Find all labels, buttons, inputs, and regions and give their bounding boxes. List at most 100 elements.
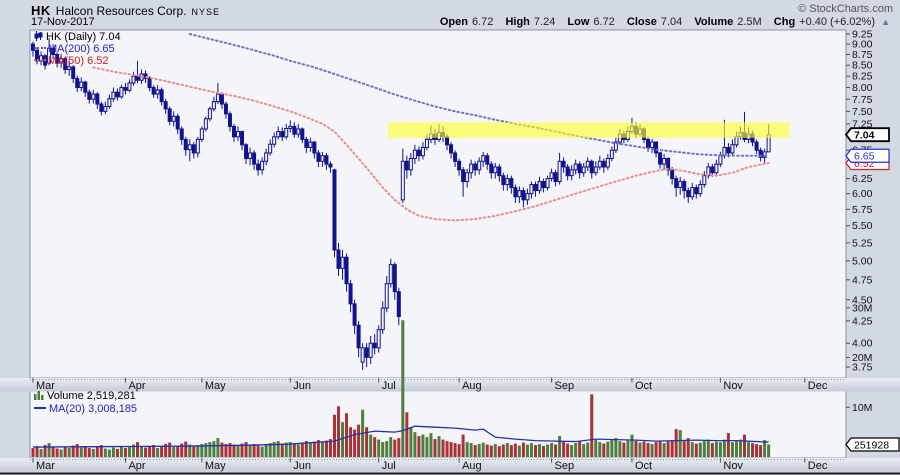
volume-bar-up <box>296 444 300 457</box>
candle-up <box>400 160 405 201</box>
volume-bar-down <box>417 436 421 457</box>
candle-up <box>368 342 373 358</box>
volume-bar-up <box>79 447 83 457</box>
candle-up <box>296 128 301 135</box>
volume-bar-down <box>602 443 606 457</box>
candle-up <box>131 75 136 84</box>
candle-down <box>541 181 546 189</box>
volume-bar-down <box>433 439 437 457</box>
candle-down <box>348 283 353 305</box>
volume-bar-down <box>312 441 316 457</box>
volume-bar-up <box>421 434 425 457</box>
candle-up <box>424 138 429 148</box>
volume-bar-up <box>650 444 654 457</box>
candle-down <box>654 141 659 154</box>
candle-up <box>585 160 590 168</box>
volume-bar-up <box>91 449 95 457</box>
volume-bar-down <box>123 448 127 457</box>
volume-bar-down <box>345 413 349 457</box>
volume-bar-up <box>127 447 131 457</box>
volume-bar-up <box>212 441 216 457</box>
candle-down <box>682 181 687 192</box>
price-tick-label: 3.75 <box>852 362 873 374</box>
candle-down <box>312 141 317 154</box>
volume-bar-down <box>489 445 493 457</box>
price-tick-label: 6.25 <box>852 173 873 185</box>
volume-bar-up <box>59 449 63 457</box>
volume-bar-up <box>248 445 252 457</box>
volume-bar-down <box>642 441 646 457</box>
candle-down <box>183 138 188 151</box>
volume-bar-down <box>357 424 361 457</box>
candle-up <box>67 66 72 71</box>
volume-bar-down <box>686 438 690 457</box>
volume-bar-up <box>570 445 574 457</box>
candle-down <box>135 75 140 81</box>
candle-up <box>308 141 313 148</box>
volume-tick-label: 10M <box>852 402 872 414</box>
ma200-price-marker: 6.65 <box>854 151 875 163</box>
volume-bar-down <box>144 447 148 457</box>
candle-down <box>223 103 228 115</box>
candle-down <box>686 190 691 198</box>
volume-bar-down <box>533 445 537 457</box>
volume-bar-up <box>734 441 738 457</box>
volume-bar-down <box>63 446 67 457</box>
candle-up <box>155 89 160 95</box>
month-label: Apr <box>128 460 145 472</box>
volume-bar-down <box>365 427 369 457</box>
candle-up <box>718 155 723 165</box>
candle-down <box>509 178 514 189</box>
change-value: +0.40 (+6.02%) <box>799 16 876 28</box>
price-tick-label: 8.00 <box>852 82 873 94</box>
candle-down <box>589 160 594 174</box>
volume-series-label: Volume 2,519,281 <box>47 390 136 402</box>
volume-bar-down <box>75 444 79 457</box>
candle-up <box>613 141 618 151</box>
volume-bar-up <box>718 442 722 457</box>
candle-down <box>87 91 92 100</box>
volume-bar-down <box>136 442 140 457</box>
candle-up <box>272 136 277 145</box>
price-tick-label: 9.00 <box>852 39 873 51</box>
candle-up <box>477 160 482 171</box>
volume-bar-down <box>646 443 650 457</box>
candle-down <box>356 324 361 349</box>
volume-bar-up <box>437 436 441 457</box>
low-value: 6.72 <box>593 16 615 28</box>
candle-up <box>557 160 562 183</box>
volume-bar-down <box>220 442 224 457</box>
volume-bar-up <box>763 440 767 457</box>
month-label: Jul <box>382 380 396 392</box>
candle-down <box>256 163 261 171</box>
volume-bar-up <box>481 442 485 457</box>
candle-down <box>280 131 285 138</box>
candle-down <box>453 152 458 162</box>
candle-up <box>581 166 586 174</box>
candle-down <box>167 108 172 122</box>
price-tick-label: 4.00 <box>852 338 873 350</box>
price-panel <box>29 29 847 379</box>
candle-up <box>264 152 269 162</box>
volume-bar-up <box>264 444 268 457</box>
candle-up <box>39 55 44 62</box>
candle-down <box>501 175 506 186</box>
volume-bar-down <box>513 443 517 457</box>
volume-bar-up <box>586 442 590 457</box>
volume-bar-up <box>320 442 324 457</box>
candle-down <box>396 291 401 318</box>
price-tick-label: 5.50 <box>852 220 873 232</box>
volume-bar-down <box>55 448 59 457</box>
volume-bar-down <box>176 445 180 457</box>
month-label: Sep <box>555 460 575 472</box>
candle-up <box>469 163 474 174</box>
volume-bar-up <box>103 448 107 457</box>
resistance-highlight-band <box>387 122 790 138</box>
low-label: Low <box>567 16 590 28</box>
volume-bar-up <box>722 439 726 457</box>
volume-bar-up <box>268 443 272 457</box>
volume-bar-down <box>164 444 168 457</box>
last-volume-marker: 251928 <box>854 439 889 451</box>
volume-bar-up <box>308 443 312 457</box>
